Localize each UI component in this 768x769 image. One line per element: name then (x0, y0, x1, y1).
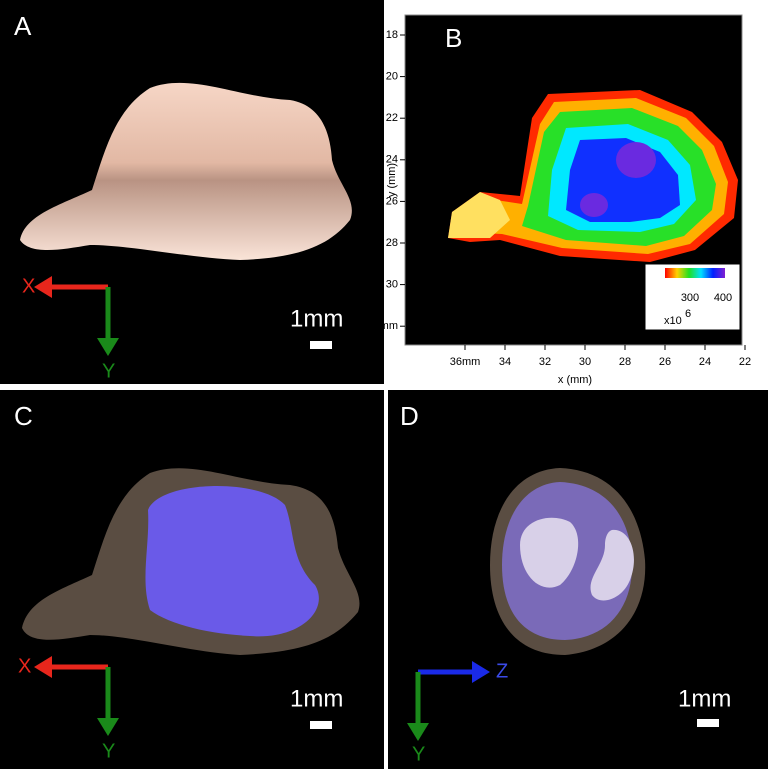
scale-bar (697, 719, 719, 727)
x-tick-label: 26 (659, 356, 671, 368)
colorbar-exponent: 6 (685, 308, 691, 320)
axis-label: X (18, 655, 31, 677)
scale-bar (310, 341, 332, 349)
y-tick-label: 20 (386, 71, 398, 83)
figure: A X Y 1mm B 36mm343230282624221820222426… (0, 0, 768, 769)
x-tick-label: 30 (579, 356, 591, 368)
panel-label: D (400, 401, 419, 431)
scale-label: 1mm (678, 685, 731, 712)
axis-label: Y (102, 740, 115, 762)
y-axis-label: y (mm) (386, 163, 398, 197)
axis-label: Y (102, 360, 115, 382)
y-tick-label: 32mm (367, 320, 398, 332)
x-tick-label: 22 (739, 356, 751, 368)
x-tick-label: 34 (499, 356, 511, 368)
colorbar-multiplier: x10 (664, 315, 682, 327)
panel-label: B (445, 23, 462, 53)
axis-label: Z (496, 660, 508, 682)
x-tick-label: 28 (619, 356, 631, 368)
x-tick-label: 24 (699, 356, 711, 368)
colorbar-tick: 300 (681, 292, 699, 304)
y-tick-label: 22 (386, 112, 398, 124)
y-tick-label: 30 (386, 279, 398, 291)
x-tick-label: 36mm (450, 356, 481, 368)
colorbar (665, 268, 725, 278)
scale-label: 1mm (290, 305, 343, 332)
y-tick-label: 28 (386, 237, 398, 249)
y-tick-label: 18 (386, 29, 398, 41)
axis-label: X (22, 275, 35, 297)
x-tick-label: 32 (539, 356, 551, 368)
axis-label: Y (412, 743, 425, 765)
scale-bar (310, 721, 332, 729)
scale-label: 1mm (290, 685, 343, 712)
panel-label: C (14, 401, 33, 431)
colorbar-tick: 400 (714, 292, 732, 304)
panel-label: A (14, 11, 32, 41)
x-axis-label: x (mm) (558, 374, 592, 386)
